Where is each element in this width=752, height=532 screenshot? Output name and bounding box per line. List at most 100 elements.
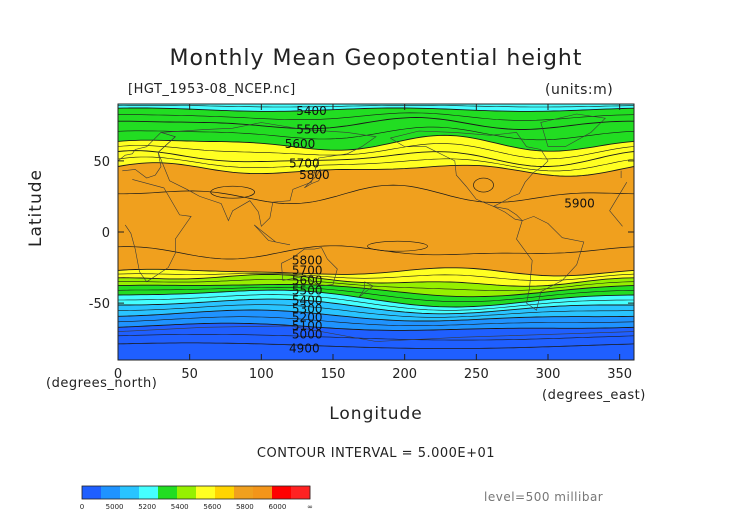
colorbar-frame — [81, 485, 311, 500]
contour-south-5200 — [118, 309, 634, 322]
x-tick-label-300: 300 — [536, 367, 561, 382]
x-axis-label: Longitude — [329, 404, 423, 424]
contour-label-12: 5200 — [292, 310, 323, 324]
y-tick-label-50: 50 — [93, 155, 110, 170]
contour-south-mid-5400 — [118, 304, 634, 318]
y-tick-label--50: -50 — [89, 297, 110, 312]
x-axis-unit: (degrees_east) — [542, 388, 646, 403]
contour-south-5500 — [118, 289, 634, 308]
contour-south-5700 — [118, 273, 634, 287]
contour-south-mid-5500 — [118, 294, 634, 311]
band-south-5700 — [118, 267, 634, 287]
y-tick-label-0: 0 — [102, 226, 110, 241]
contour-south-5800 — [118, 267, 634, 277]
x-tick-label-50: 50 — [181, 367, 198, 382]
chart-title: Monthly Mean Geopotential height — [169, 46, 583, 71]
contour-north-5500 — [118, 117, 634, 130]
colorbar-swatch-3 — [139, 486, 159, 499]
colorbar-label-5: 5800 — [236, 503, 254, 511]
level-text: level=500 millibar — [484, 490, 604, 504]
contour-north-5400 — [118, 107, 634, 112]
contour-south-mid-5800 — [118, 273, 634, 281]
coast-newzealand — [358, 281, 374, 298]
contour-south-mid-5700 — [118, 279, 634, 291]
contour-south-mid-5200 — [118, 316, 634, 326]
colorbar-swatch-2 — [120, 486, 140, 499]
contour-label-14: 5000 — [292, 327, 323, 341]
colorbar-swatch-6 — [196, 486, 216, 499]
x-tick-label-100: 100 — [249, 367, 274, 382]
contour-high-asia — [210, 185, 256, 199]
colorbar-label-6: 6000 — [269, 503, 287, 511]
contour-high-na — [473, 177, 494, 193]
colorbar-swatch-4 — [158, 486, 178, 499]
band-south-5500 — [118, 284, 634, 307]
plot-area — [118, 104, 634, 360]
contour-label-9: 5500 — [292, 283, 323, 297]
colorbar: 0 5000 5200 5400 5600 5800 6000 ∞ — [80, 485, 313, 511]
contour-north-mid-5500 — [118, 126, 634, 141]
coast-asia — [157, 122, 377, 227]
band-south-5400 — [118, 290, 634, 314]
coast-southamerica — [516, 216, 585, 311]
contour-label-4: 5800 — [299, 168, 330, 182]
colorbar-swatch-1 — [101, 486, 121, 499]
contour-label-7: 5700 — [292, 263, 323, 277]
contour-labels: 5400550056005700580059005800570056005500… — [285, 104, 595, 356]
contour-south-mid-5600 — [118, 286, 634, 302]
x-tick-label-200: 200 — [392, 367, 417, 382]
colorbar-swatch-8 — [234, 486, 254, 499]
coast-japan — [304, 168, 322, 189]
axes: 0 50 100 150 200 250 300 350 -50 0 50 — [89, 104, 634, 382]
dataset-label: [HGT_1953-08_NCEP.nc] — [128, 82, 296, 97]
contour-label-5: 5900 — [564, 197, 595, 211]
colorbar-swatch-9 — [253, 486, 273, 499]
x-tick-label-150: 150 — [321, 367, 346, 382]
contour-north-5700 — [118, 150, 634, 167]
contour-label-13: 5100 — [292, 319, 323, 333]
coast-antarctica — [118, 325, 634, 342]
colorbar-swatch-10 — [272, 486, 292, 499]
contour-north-5600 — [118, 134, 634, 152]
contour-north-5900 — [118, 184, 634, 204]
units-label: (units:m) — [545, 82, 614, 98]
contour-label-15: 4900 — [289, 342, 320, 356]
colorbar-swatch-5 — [177, 486, 197, 499]
contour-interval-text: CONTOUR INTERVAL = 5.000E+01 — [256, 446, 496, 461]
colorbar-label-0: 0 — [80, 503, 84, 511]
coast-northamerica — [390, 130, 549, 207]
coast-australia — [281, 247, 338, 287]
contour-label-11: 5300 — [292, 302, 323, 316]
contour-label-0: 5400 — [296, 104, 327, 118]
contour-south-4950 — [118, 334, 634, 341]
x-tick-label-350: 350 — [607, 367, 632, 382]
colorbar-label-1: 5000 — [106, 503, 124, 511]
contour-label-3: 5700 — [289, 157, 320, 171]
band-north-5550 — [118, 117, 634, 152]
colorbar-swatch-7 — [215, 486, 235, 499]
contour-south-5600 — [118, 284, 634, 298]
colorbar-swatch-0 — [82, 486, 102, 499]
colorbar-label-4: 5600 — [203, 503, 221, 511]
coast-indonesia — [253, 224, 291, 246]
contour-north-mid-5600 — [118, 143, 634, 160]
contour-label-6: 5800 — [292, 253, 323, 267]
band-south-5000 — [118, 310, 634, 331]
colorbar-label-3: 5400 — [171, 503, 189, 511]
coast-greenland — [540, 113, 606, 147]
contour-south-5400 — [118, 298, 634, 315]
contour-south-4900 — [118, 342, 634, 349]
colorbar-label-7: ∞ — [307, 503, 313, 511]
contour-label-2: 5600 — [285, 137, 316, 151]
coast-centralamerica — [493, 206, 524, 222]
contour-label-1: 5500 — [296, 123, 327, 137]
colorbar-label-2: 5200 — [138, 503, 156, 511]
coast-africa — [124, 179, 628, 283]
colorbar-swatch-11 — [291, 486, 311, 499]
y-axis-unit: (degrees_north) — [46, 376, 158, 391]
contour-north-5800 — [118, 162, 634, 177]
band-north-5700 — [118, 135, 634, 167]
x-tick-label-0: 0 — [114, 367, 122, 382]
band-north-5400 — [118, 104, 634, 112]
contour-north-mid-5700 — [118, 156, 634, 172]
